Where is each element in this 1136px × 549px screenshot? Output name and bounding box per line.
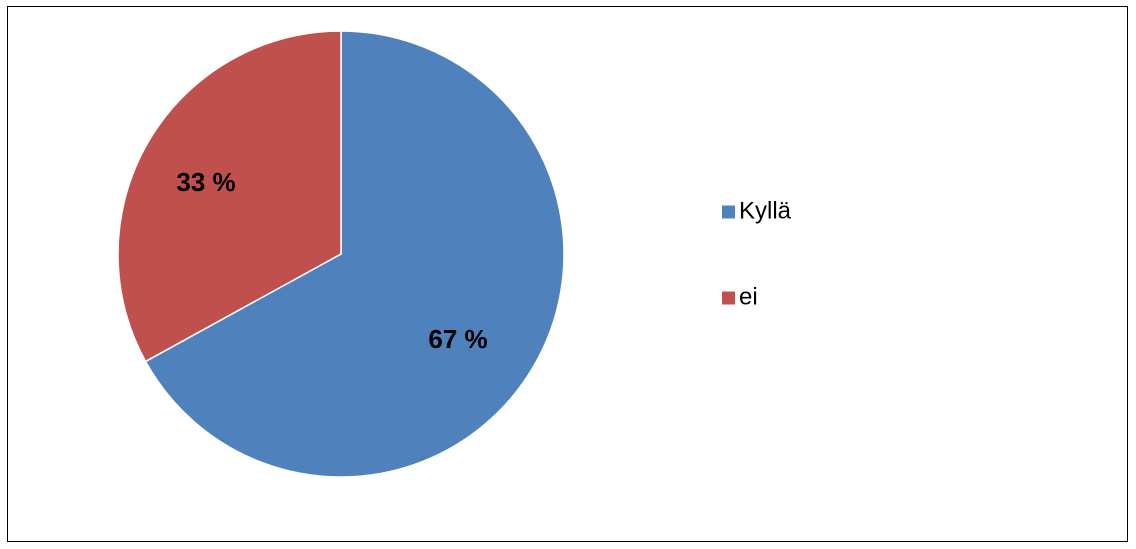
legend-swatch-kylla <box>722 205 735 219</box>
pie-slices <box>117 30 565 478</box>
legend-label-kylla: Kyllä <box>739 197 792 224</box>
data-label-ei: 33 % <box>176 167 235 197</box>
data-label-kylla: 67 % <box>428 324 487 354</box>
legend-swatch-ei <box>722 291 735 305</box>
pie-slice-kylla <box>144 30 565 478</box>
legend: Kyllä ei <box>722 197 792 310</box>
slice-labels: 67 % 33 % <box>176 167 487 354</box>
legend-label-ei: ei <box>739 283 758 310</box>
pie-slice-ei <box>117 30 342 363</box>
